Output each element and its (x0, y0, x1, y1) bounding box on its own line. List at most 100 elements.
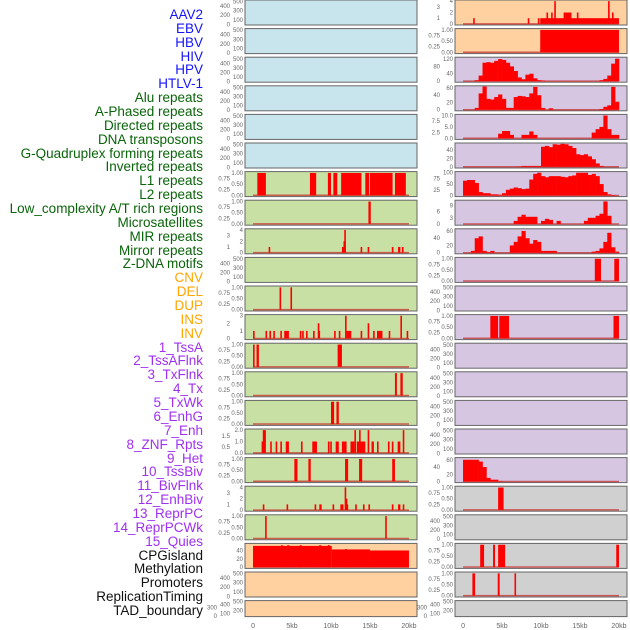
y-tick-label: 20 (446, 156, 453, 162)
bar (319, 545, 321, 568)
track-label: INS (180, 311, 203, 327)
histogram-bar (611, 247, 616, 253)
y-tick-label: 500 (443, 400, 454, 406)
y-tick-label: 200 (220, 128, 231, 134)
bar (281, 545, 283, 568)
histogram-bar (544, 145, 550, 167)
histogram-bar (537, 80, 542, 82)
y-tick-label: 200 (220, 42, 231, 48)
track-panel-right-9: 0 20 40 60 (433, 228, 628, 257)
y-tick-label: 20 (446, 100, 453, 106)
y-tick-label: 100 (443, 390, 454, 396)
bar (336, 401, 339, 425)
bar (373, 330, 375, 339)
bar (327, 545, 330, 568)
bar (300, 441, 303, 453)
track-panel-left-14: 0.000.250.500.751.00 (218, 371, 418, 399)
y-tick-label: 0 (227, 22, 231, 28)
histogram-bar (595, 176, 600, 196)
histogram-bar (513, 241, 518, 253)
y-tick-label: 300 (443, 409, 454, 415)
bar (337, 344, 342, 367)
y-tick-label: 20 (236, 557, 243, 563)
y-tick-label: 1.00 (231, 200, 243, 206)
y-tick-label: 400 (430, 376, 441, 382)
histogram-bar (591, 132, 596, 139)
bar (394, 373, 397, 396)
y-tick-label: 500 (233, 114, 244, 120)
histogram-bar (548, 147, 553, 167)
bar (253, 545, 332, 568)
bar (611, 12, 614, 24)
y-tick-label: 300 (233, 66, 244, 72)
y-tick-label: 200 (220, 271, 231, 277)
histogram-bar (537, 241, 542, 253)
bar (344, 229, 346, 253)
y-tick-label: 80 (433, 64, 440, 70)
histogram-bar (529, 73, 534, 82)
bar (540, 29, 619, 53)
y-tick-label: 0 (240, 508, 244, 514)
histogram-bar (482, 250, 487, 253)
y-tick-label: 7.5 (432, 119, 441, 125)
y-tick-label: 300 (443, 352, 454, 358)
bar (340, 504, 344, 511)
bar (341, 246, 344, 253)
bar (400, 315, 402, 339)
histogram-bar (494, 60, 499, 82)
histogram-bar (533, 78, 538, 82)
panel-background (244, 28, 418, 55)
histogram-bar (482, 467, 487, 482)
y-tick-label: 0.00 (441, 279, 453, 285)
x-tick-label: 5kb (286, 623, 297, 630)
y-tick-label: 1.00 (231, 343, 243, 349)
x-tick-label: 10kb (533, 623, 548, 630)
bar (401, 246, 404, 253)
histogram-bar (529, 243, 534, 253)
track-label: CNV (174, 270, 203, 286)
histogram-bar (603, 241, 608, 253)
histogram-bar (607, 75, 612, 82)
y-tick-label: 300 (233, 37, 244, 43)
bar (537, 18, 540, 24)
y-tick-label: 0.75 (218, 520, 230, 526)
histogram-bar (533, 165, 538, 167)
y-tick-label: 400 (220, 90, 231, 96)
y-tick-label: 300 (233, 266, 244, 272)
panel-background (244, 0, 418, 26)
y-tick-label: 1 (227, 245, 231, 251)
bar (613, 315, 619, 339)
y-tick-label: 0 (450, 193, 454, 199)
track-label: 2_TssAFlnk (133, 353, 203, 369)
y-tick-label: 0.0 (445, 136, 454, 142)
x-tick-label: 15kb (572, 623, 587, 630)
bar (338, 330, 341, 339)
bar (299, 330, 302, 339)
y-tick-label: 200 (430, 528, 441, 534)
histogram-bar (541, 80, 546, 82)
bar (397, 441, 401, 453)
y-tick-label: 300 (233, 152, 244, 158)
y-tick-label: 3 (227, 234, 231, 240)
track-label: 6_EnhG (153, 408, 203, 424)
y-tick-label: 0.75 (428, 262, 440, 268)
bar (280, 330, 282, 339)
y-tick-label: 0.50 (441, 325, 453, 331)
track-label: Inverted repeats (105, 159, 203, 175)
y-tick-label: 5.0 (445, 125, 454, 131)
track-label: HIV (180, 48, 203, 64)
bar (299, 545, 302, 568)
histogram-bar (486, 251, 491, 253)
histogram-bar (529, 216, 534, 224)
bar (385, 516, 387, 539)
y-tick-label: 400 (430, 290, 441, 296)
histogram-bar (463, 180, 468, 196)
histogram-bar (552, 176, 557, 196)
histogram-bar (556, 176, 561, 196)
histogram-bar (466, 180, 472, 196)
y-tick-label: 0.25 (218, 302, 230, 308)
bar (256, 344, 259, 367)
y-tick-label: 0.75 (218, 463, 230, 469)
